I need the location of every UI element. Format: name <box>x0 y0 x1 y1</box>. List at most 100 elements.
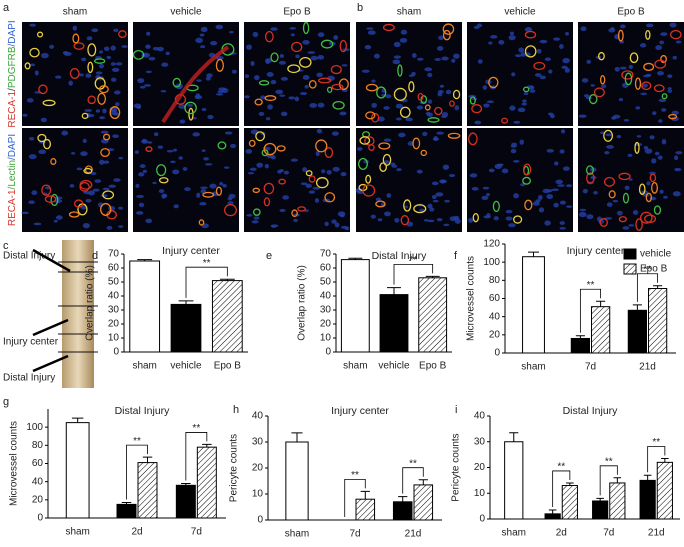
vessel <box>393 87 407 101</box>
nucleus <box>340 171 347 177</box>
nucleus <box>562 166 570 171</box>
micrograph-bg <box>467 128 573 232</box>
nucleus <box>187 103 194 107</box>
error-bar <box>181 482 191 486</box>
nucleus <box>138 172 145 177</box>
nucleus <box>224 131 233 135</box>
vessel <box>586 172 595 184</box>
stain-label: RECA-1/Lectin/DAPI <box>7 134 18 226</box>
vessel <box>585 165 594 175</box>
nucleus <box>139 164 146 169</box>
nucleus <box>92 188 100 192</box>
nucleus <box>142 169 148 174</box>
nucleus <box>118 225 124 228</box>
nucleus <box>437 89 444 94</box>
nucleus <box>364 45 372 50</box>
nucleus <box>161 62 169 67</box>
significance-label: ** <box>351 470 359 481</box>
nucleus <box>435 192 444 197</box>
nucleus <box>282 195 290 200</box>
bar <box>544 513 561 520</box>
chart-title: Distal Injury <box>115 405 171 417</box>
nucleus <box>622 82 629 88</box>
vessel <box>365 111 376 120</box>
vessel <box>291 41 303 53</box>
nucleus <box>153 132 159 137</box>
nucleus <box>62 50 69 55</box>
vessel <box>522 176 532 185</box>
nucleus <box>508 35 516 41</box>
nucleus <box>529 89 536 93</box>
vessel <box>399 106 411 118</box>
nucleus <box>454 105 460 111</box>
nucleus <box>279 208 286 213</box>
nucleus <box>199 33 205 37</box>
micrograph <box>578 128 684 232</box>
nucleus <box>219 181 224 186</box>
nucleus <box>118 156 124 160</box>
nucleus <box>656 70 665 76</box>
nucleus <box>102 108 107 114</box>
nucleus <box>441 112 449 118</box>
nucleus <box>482 186 490 190</box>
error-bar <box>509 432 519 442</box>
nucleus <box>314 198 320 203</box>
vessel <box>42 99 56 107</box>
nucleus <box>649 135 655 140</box>
vessel <box>81 112 89 120</box>
error-bar <box>643 474 652 481</box>
nucleus <box>78 73 84 77</box>
panel-letter: g <box>3 396 9 408</box>
nucleus <box>510 148 517 154</box>
vessel <box>617 29 624 42</box>
nucleus <box>426 112 433 117</box>
x-tick-label: sham <box>343 361 367 372</box>
bar <box>211 280 243 353</box>
vessel <box>291 209 298 218</box>
vessel <box>331 83 344 91</box>
nucleus <box>582 188 588 194</box>
nucleus <box>76 167 83 171</box>
nucleus <box>371 102 377 108</box>
nucleus <box>579 208 587 212</box>
nucleus <box>28 154 37 160</box>
nucleus <box>385 94 392 99</box>
nucleus <box>250 60 255 67</box>
vessel <box>79 181 90 192</box>
nucleus <box>370 214 376 219</box>
nucleus <box>267 104 273 110</box>
nucleus <box>407 141 414 146</box>
nucleus <box>166 149 174 153</box>
nucleus <box>390 162 396 166</box>
nucleus <box>548 112 554 116</box>
y-tick-label: 10 <box>108 333 120 344</box>
vessel <box>217 141 227 150</box>
nucleus <box>616 210 623 216</box>
error-bar <box>575 335 585 339</box>
bar <box>170 303 202 353</box>
vessel <box>524 199 533 211</box>
nucleus <box>432 199 439 203</box>
x-tick-label: 7d <box>349 529 360 540</box>
y-tick-label: 100 <box>26 422 43 433</box>
nucleus <box>423 219 429 222</box>
nucleus <box>196 192 201 198</box>
nucleus <box>142 138 147 143</box>
nucleus <box>590 84 595 87</box>
vessel <box>608 190 616 199</box>
bar <box>413 484 434 521</box>
nucleus <box>436 45 444 51</box>
vessel <box>524 45 537 58</box>
nucleus <box>532 201 540 206</box>
micrograph <box>355 128 462 232</box>
nucleus <box>624 185 630 190</box>
nucleus <box>403 205 408 209</box>
nucleus <box>493 216 499 221</box>
vessel <box>447 132 461 139</box>
stain-label: RECA-1/PDGFRB/DAPI <box>7 20 18 127</box>
vessel <box>98 85 109 94</box>
vessel <box>599 218 608 227</box>
vessel <box>158 177 169 184</box>
vessel <box>420 149 428 157</box>
nucleus <box>655 45 663 51</box>
